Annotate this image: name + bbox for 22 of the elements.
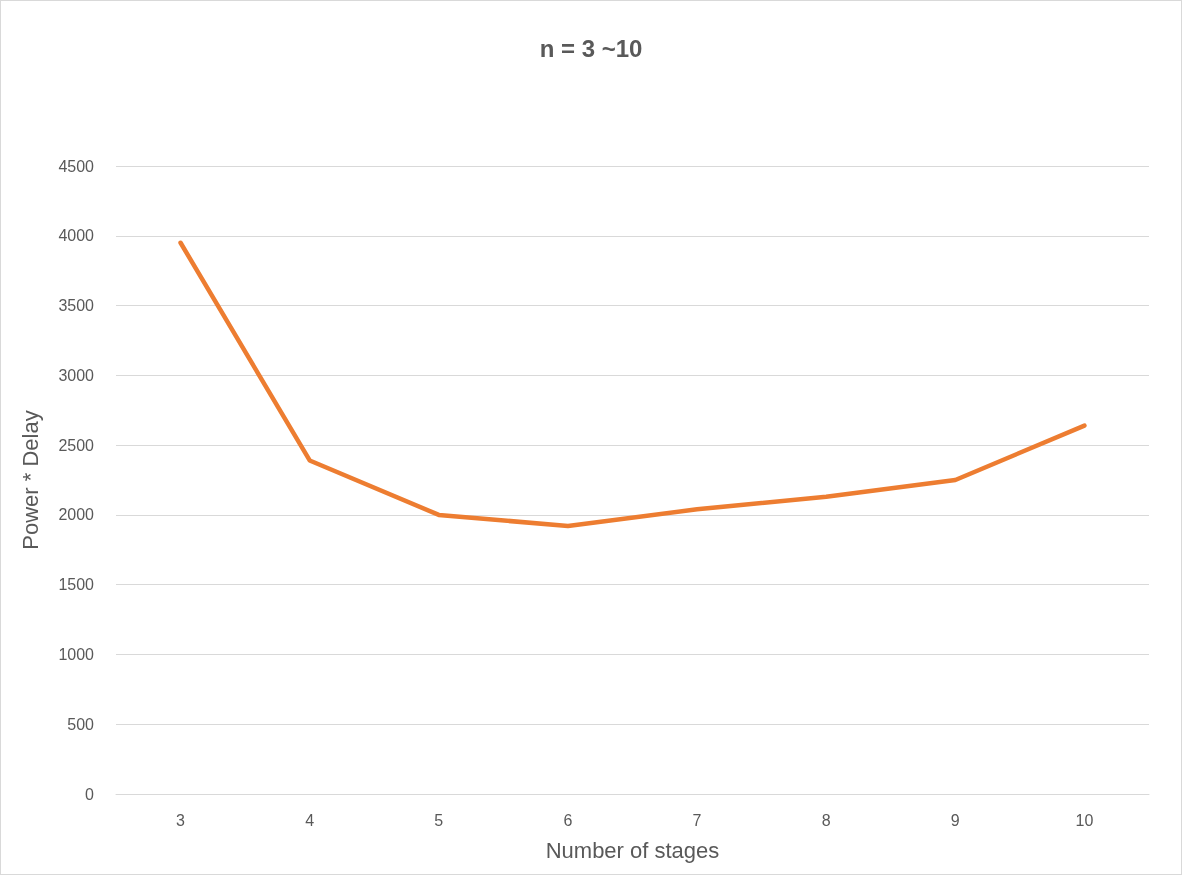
line-series <box>178 240 1087 529</box>
x-axis-title: Number of stages <box>545 837 720 863</box>
x-tick-label: 8 <box>821 811 831 829</box>
y-tick-label: 1000 <box>58 645 95 663</box>
y-axis-title: Power * Delay <box>17 410 43 550</box>
x-tick-label: 6 <box>563 811 573 829</box>
y-tick-label: 0 <box>85 785 95 803</box>
y-tick-label: 1500 <box>58 576 95 594</box>
x-tick-label: 7 <box>692 811 702 829</box>
y-tick-label: 2000 <box>58 506 95 524</box>
x-tick-label: 10 <box>1075 811 1094 829</box>
x-tick-label: 4 <box>305 811 315 829</box>
x-tick-label: 5 <box>434 811 444 829</box>
x-tick-label: 9 <box>950 811 960 829</box>
y-tick-label: 2500 <box>58 436 95 454</box>
chart-title: n = 3 ~10 <box>539 34 643 62</box>
y-tick-label: 3000 <box>58 366 95 384</box>
y-tick-label: 3500 <box>58 297 95 315</box>
x-tick-label: 3 <box>176 811 186 829</box>
y-tick-label: 4500 <box>58 157 95 175</box>
y-tick-label: 4000 <box>58 227 95 245</box>
y-tick-label: 500 <box>67 715 95 733</box>
